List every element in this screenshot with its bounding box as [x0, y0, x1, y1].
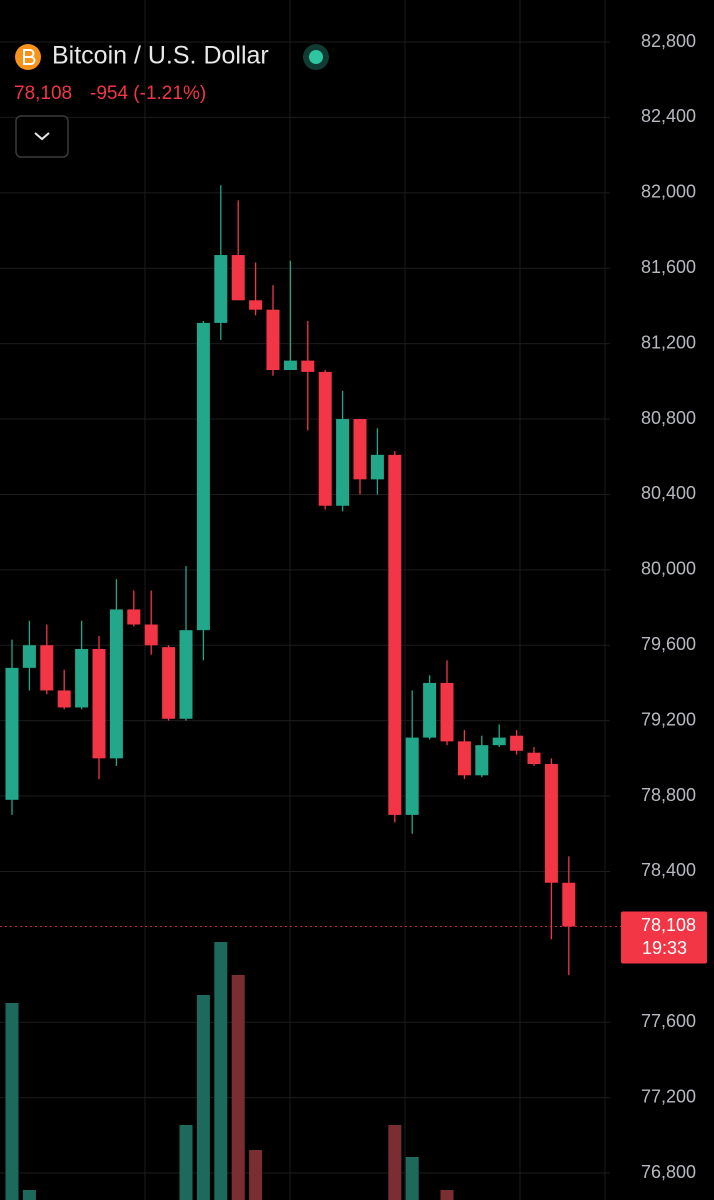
candle-body: [249, 300, 263, 310]
y-tick-label: 77,200: [641, 1086, 696, 1106]
volume-bar: [5, 1003, 19, 1200]
y-tick-label: 81,600: [641, 257, 696, 277]
change-label: -954 (-1.21%): [90, 83, 206, 104]
price-tag: [621, 911, 707, 964]
y-tick-label: 78,800: [641, 785, 696, 805]
y-tick-label: 82,400: [641, 106, 696, 126]
candle-body: [179, 630, 193, 719]
y-tick-label: 78,400: [641, 860, 696, 880]
collapse-button[interactable]: [15, 115, 69, 158]
price-label: 78,108: [14, 83, 72, 104]
candle-body: [388, 454, 402, 815]
candle-body: [127, 609, 141, 625]
y-tick-label: 79,600: [641, 634, 696, 654]
volume-bar: [405, 1157, 419, 1200]
candle-body: [301, 360, 315, 372]
candle-body: [57, 690, 71, 708]
chart-title: Bitcoin / U.S. Dollar: [52, 42, 269, 70]
candle-body: [40, 645, 54, 691]
volume-bar: [214, 942, 228, 1200]
candle-body: [370, 454, 384, 480]
volume-bar: [196, 995, 210, 1200]
y-tick-label: 76,800: [641, 1162, 696, 1182]
y-tick-label: 80,800: [641, 408, 696, 428]
volume-bar: [388, 1125, 402, 1200]
chevron-icon: [34, 132, 50, 141]
candle-body: [440, 682, 454, 742]
candle-body: [336, 419, 350, 506]
candle-body: [353, 419, 367, 480]
candle-body: [510, 735, 524, 751]
candle-body: [283, 360, 297, 371]
candle-body: [144, 624, 158, 646]
candle-body: [22, 645, 36, 668]
y-tick-label: 77,600: [641, 1011, 696, 1031]
candle-body: [266, 309, 280, 371]
price-tag-label: 78,108: [641, 915, 696, 935]
y-tick-label: 82,000: [641, 182, 696, 202]
y-tick-label: 81,200: [641, 332, 696, 352]
volume-bar: [231, 975, 245, 1200]
candle-body: [231, 255, 245, 301]
candle-body: [544, 763, 558, 883]
candle-body: [75, 649, 89, 708]
candle-body: [318, 371, 332, 506]
volume-bar: [179, 1125, 193, 1200]
candle-body: [214, 255, 228, 323]
candle-body: [475, 745, 489, 776]
candle-body: [405, 737, 419, 815]
plot-area: [0, 41, 610, 1200]
y-tick-label: 80,000: [641, 559, 696, 579]
candle-body: [162, 647, 176, 719]
y-tick-label: 80,400: [641, 483, 696, 503]
y-tick-label: 79,200: [641, 709, 696, 729]
volume-bar: [249, 1150, 263, 1200]
volume-bar: [440, 1190, 454, 1200]
candle-body: [5, 667, 19, 800]
countdown-label: 19:33: [642, 938, 687, 958]
candle-body: [562, 882, 576, 927]
candle-body: [527, 752, 541, 764]
candle-body: [457, 741, 471, 776]
candle-body: [492, 737, 506, 746]
bitcoin-glyph: [23, 49, 36, 65]
candle-body: [92, 649, 106, 759]
candle-body: [423, 682, 437, 738]
candle-body: [196, 322, 210, 631]
y-tick-label: 82,800: [641, 31, 696, 51]
volume-bar: [22, 1190, 36, 1200]
vertical-grid: [144, 0, 606, 1200]
candle-body: [109, 609, 123, 759]
status-dot: [309, 50, 323, 64]
